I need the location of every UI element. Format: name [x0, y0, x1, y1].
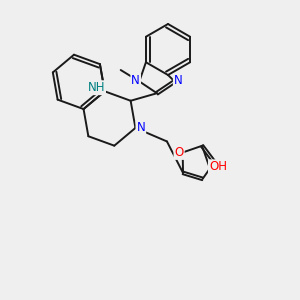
- Text: OH: OH: [209, 160, 227, 173]
- Text: NH: NH: [88, 81, 105, 94]
- Text: N: N: [131, 74, 140, 87]
- Text: N: N: [174, 74, 183, 87]
- Text: N: N: [136, 122, 145, 134]
- Text: O: O: [175, 146, 184, 159]
